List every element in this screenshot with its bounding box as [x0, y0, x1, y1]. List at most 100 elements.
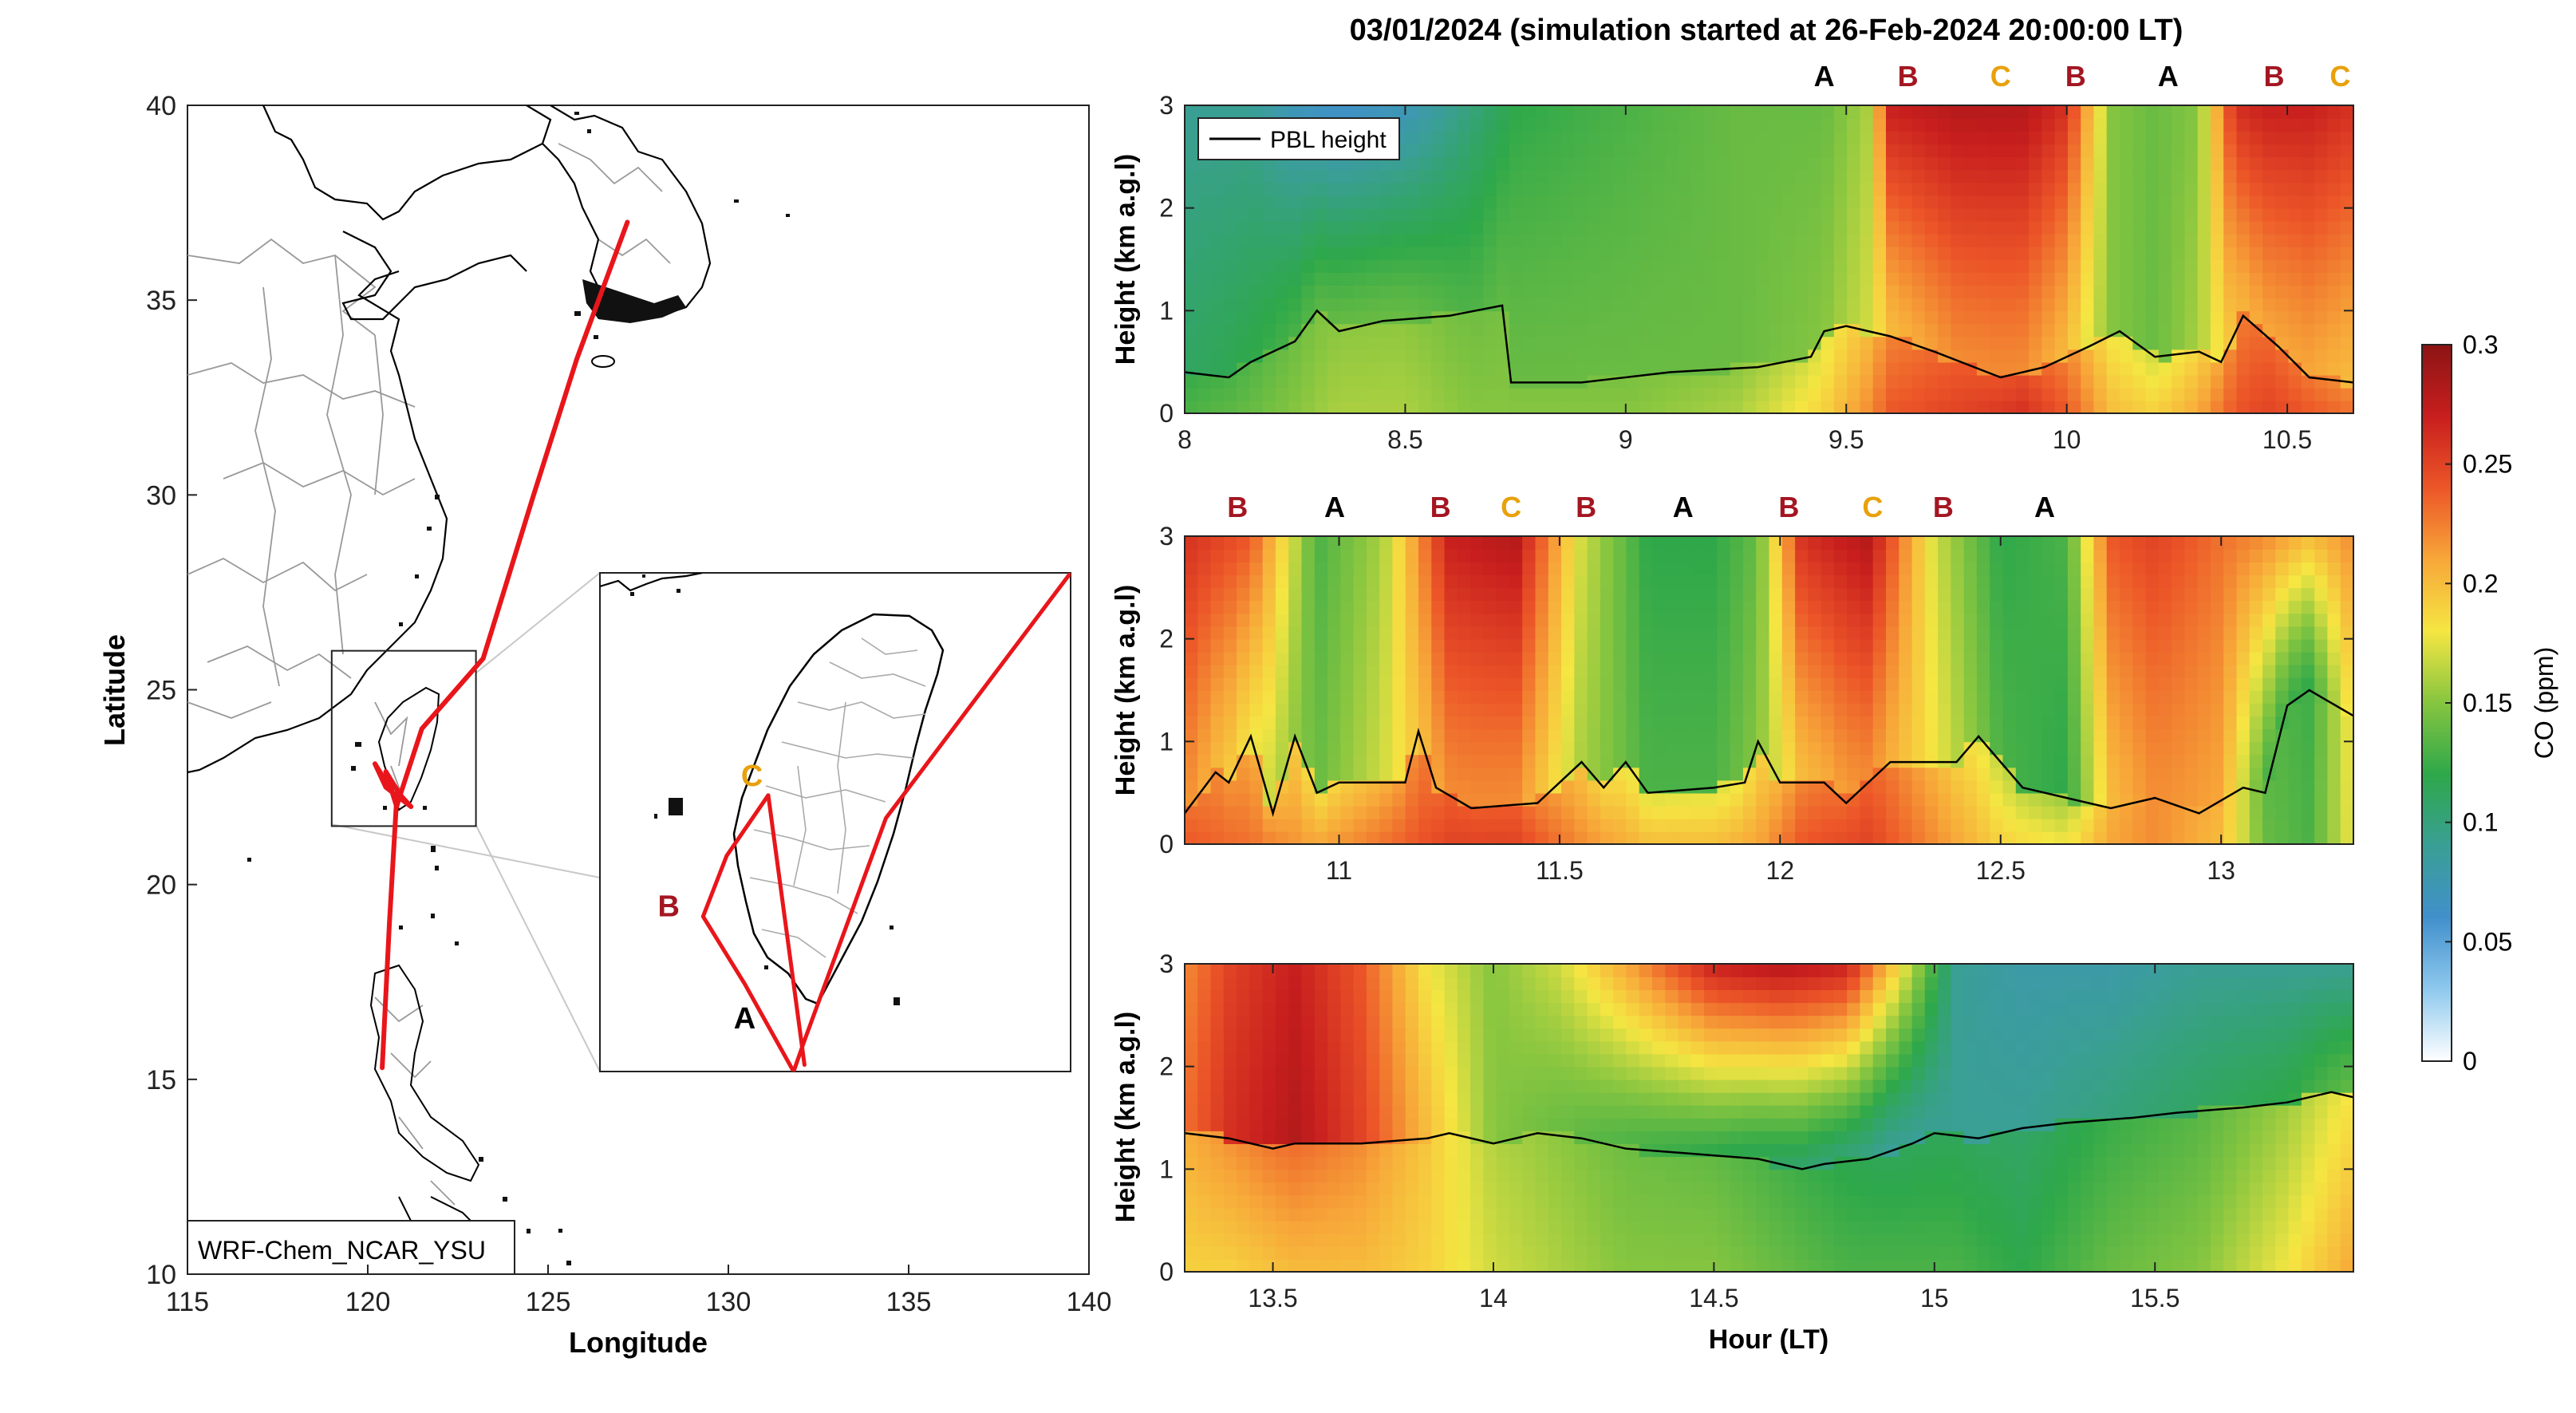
heatmap-cell	[1327, 818, 1342, 832]
heatmap-cell	[1185, 387, 1199, 401]
heatmap-cell	[1665, 549, 1679, 562]
heatmap-cell	[1392, 690, 1406, 704]
co-heatmap-2	[1185, 536, 2353, 844]
heatmap-cell	[2236, 831, 2251, 844]
heatmap-cell	[1976, 207, 1990, 222]
heatmap-cell	[1756, 298, 1770, 312]
heatmap-cell	[1730, 587, 1744, 602]
heatmap-cell	[2029, 169, 2043, 184]
heatmap-cell	[2249, 131, 2263, 145]
heatmap-cell	[2288, 587, 2302, 602]
heatmap-cell	[2015, 638, 2030, 653]
heatmap-cell	[1185, 195, 1199, 209]
heatmap-cell	[2340, 562, 2353, 576]
heatmap-cell	[1769, 285, 1783, 299]
heatmap-cell	[1444, 298, 1458, 312]
heatmap-cell	[1301, 272, 1316, 286]
heatmap-cell	[1911, 651, 1926, 665]
heatmap-cell	[2236, 374, 2251, 389]
heatmap-cell	[1496, 728, 1510, 743]
heatmap-cell	[1314, 587, 1328, 602]
heatmap-cell	[1678, 613, 1692, 627]
heatmap-cell	[2249, 754, 2263, 768]
heatmap-cell	[1872, 651, 1887, 665]
heatmap-cell	[2197, 587, 2211, 602]
heatmap-cell	[1899, 182, 1913, 196]
heatmap-cell	[1418, 1015, 1433, 1029]
heatmap-cell	[1237, 677, 1251, 691]
heatmap-cell	[1690, 144, 1705, 158]
heatmap-cell	[1496, 323, 1510, 337]
heatmap-cell	[1496, 169, 1510, 184]
heatmap-cell	[1924, 638, 1939, 653]
heatmap-cell	[1237, 549, 1251, 562]
heatmap-cell	[1652, 246, 1667, 260]
heatmap-cell	[2015, 690, 2030, 704]
heatmap-cell	[1938, 156, 1952, 171]
heatmap-cell	[1704, 323, 1718, 337]
heatmap-cell	[1249, 703, 1264, 716]
heatmap-cell	[2223, 587, 2238, 602]
heatmap-cell	[2054, 716, 2069, 730]
heatmap-cell	[1730, 703, 1744, 716]
heatmap-cell	[1860, 195, 1874, 209]
heatmap-cell	[1847, 562, 1861, 576]
heatmap-cell	[2029, 207, 2043, 222]
heatmap-cell	[1872, 626, 1887, 640]
heatmap-cell	[2262, 728, 2277, 743]
heatmap-cell	[2106, 626, 2120, 640]
heatmap-cell	[1769, 156, 1783, 171]
heatmap-cell	[1509, 361, 1523, 376]
heatmap-cell	[1185, 767, 1199, 781]
site-label-b: B	[2264, 60, 2285, 93]
heatmap-cell	[1886, 767, 1900, 781]
heatmap-cell	[2301, 574, 2315, 589]
heatmap-cell	[1963, 818, 1978, 832]
heatmap-cell	[1197, 818, 1212, 832]
heatmap-cell	[2041, 651, 2056, 665]
heatmap-cell	[2054, 336, 2069, 350]
heatmap-cell	[2314, 144, 2329, 158]
heatmap-cell	[1197, 1040, 1212, 1055]
heatmap-cell	[1496, 549, 1510, 562]
heatmap-cell	[1756, 574, 1770, 589]
heatmap-cell	[1392, 1002, 1406, 1016]
heatmap-cell	[2184, 182, 2199, 196]
heatmap-cell	[1405, 1194, 1419, 1209]
heatmap-cell	[2145, 690, 2160, 704]
heatmap-cell	[1574, 587, 1588, 602]
heatmap-cell	[1522, 549, 1537, 562]
heatmap-cell	[1872, 105, 1887, 119]
heatmap-cell	[1742, 144, 1757, 158]
heatmap-cell	[2015, 805, 2030, 819]
heatmap-cell	[1795, 805, 1809, 819]
heatmap-cell	[1340, 690, 1355, 704]
heatmap-cell	[1249, 805, 1264, 819]
heatmap-cell	[1353, 977, 1367, 990]
heatmap-cell	[2301, 651, 2315, 665]
heatmap-cell	[1418, 1118, 1433, 1131]
heatmap-cell	[1652, 638, 1667, 653]
heatmap-cell	[1587, 728, 1601, 743]
heatmap-cell	[2262, 536, 2277, 550]
heatmap-cell	[1561, 323, 1576, 337]
heatmap-cell	[1405, 600, 1419, 614]
heatmap-cell	[1847, 664, 1861, 678]
heatmap-cell	[1899, 600, 1913, 614]
heatmap-cell	[1262, 374, 1276, 389]
heatmap-cell	[1405, 703, 1419, 716]
heatmap-cell	[1990, 272, 2004, 286]
heatmap-cell	[1704, 259, 1718, 273]
heatmap-cell	[1301, 1194, 1316, 1209]
heatmap-cell	[2262, 805, 2277, 819]
heatmap-cell	[1457, 195, 1471, 209]
heatmap-cell	[1886, 182, 1900, 196]
heatmap-cell	[1704, 792, 1718, 807]
heatmap-cell	[1249, 964, 1264, 977]
heatmap-cell	[1418, 574, 1433, 589]
heatmap-cell	[1444, 562, 1458, 576]
heatmap-cell	[1704, 741, 1718, 756]
heatmap-cell	[1781, 400, 1796, 413]
heatmap-cell	[2223, 272, 2238, 286]
heatmap-cell	[2093, 207, 2108, 222]
